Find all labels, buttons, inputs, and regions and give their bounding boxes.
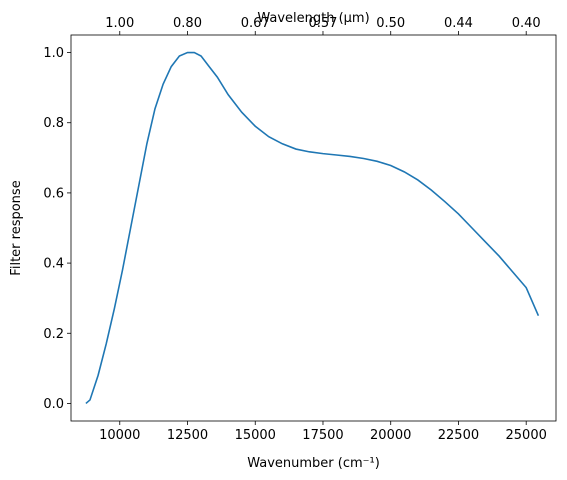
top-tick-label: 0.44 (444, 16, 473, 31)
top-tick-label: 0.50 (376, 16, 405, 31)
y-tick-label: 0.0 (43, 397, 64, 412)
y-tick-label: 0.4 (43, 257, 64, 272)
x-tick-label: 15000 (235, 428, 276, 443)
top-x-axis-label: Wavelength (μm) (257, 11, 369, 26)
series-line (85, 51, 540, 405)
x-tick-label: 10000 (99, 428, 140, 443)
x-tick-label: 17500 (302, 428, 343, 443)
x-tick-label: 25000 (506, 428, 547, 443)
top-x-axis: 1.00 0.80 0.67 0.57 0.50 0.44 0.40 (105, 16, 541, 35)
y-tick-label: 0.6 (43, 186, 64, 201)
y-tick-label: 0.2 (43, 327, 64, 342)
top-tick-label: 1.00 (105, 16, 134, 31)
top-tick-label: 0.40 (512, 16, 541, 31)
top-tick-label: 0.57 (309, 16, 338, 31)
axes-frame (70, 34, 557, 422)
y-axis-label: Filter response (9, 180, 24, 275)
top-tick-label: 0.80 (173, 16, 202, 31)
x-tick-label: 22500 (438, 428, 479, 443)
x-axis-label: Wavenumber (cm⁻¹) (247, 456, 380, 471)
bottom-x-axis: 10000 12500 15000 17500 20000 22500 25000 (99, 421, 547, 443)
y-tick-label: 1.0 (43, 46, 64, 61)
top-tick-label: 0.67 (241, 16, 270, 31)
y-axis: 0.0 0.2 0.4 0.6 0.8 1.0 (43, 46, 71, 412)
x-tick-label: 20000 (370, 428, 411, 443)
y-tick-label: 0.8 (43, 116, 64, 131)
x-tick-label: 12500 (167, 428, 208, 443)
